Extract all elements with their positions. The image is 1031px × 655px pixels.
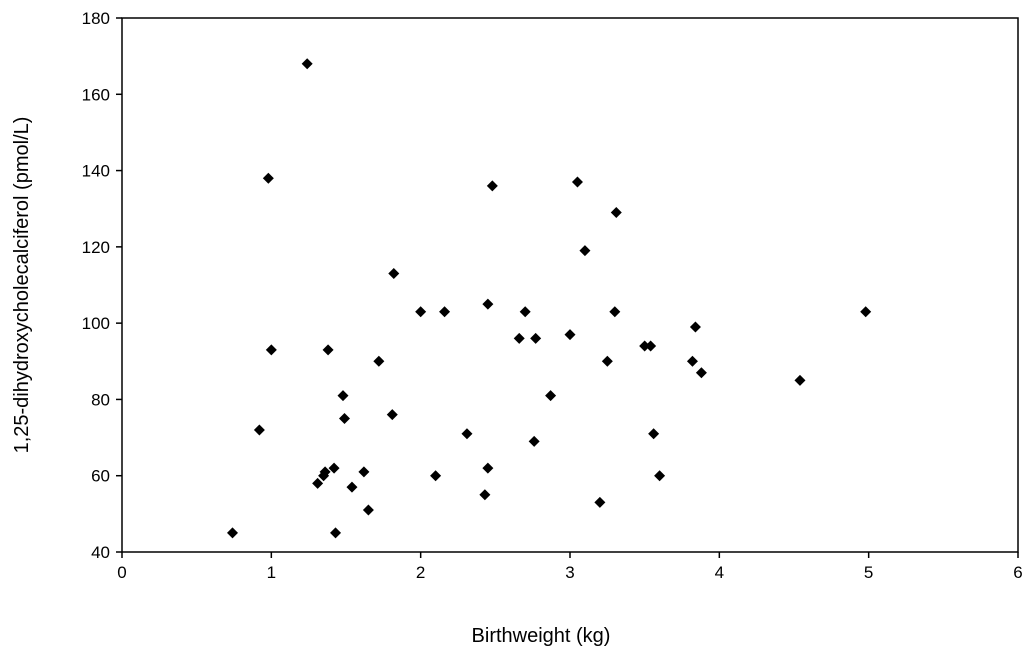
plot-frame <box>121 17 1019 553</box>
data-point <box>579 245 591 257</box>
plot-border <box>121 17 1019 553</box>
data-point <box>358 466 370 478</box>
data-point <box>648 428 660 440</box>
y-tick-label: 180 <box>82 9 110 28</box>
x-axis: 0 1 2 3 4 5 6 <box>117 552 1023 582</box>
data-point <box>860 306 872 318</box>
x-tick-label: 0 <box>117 563 126 582</box>
data-point <box>686 355 698 367</box>
data-point <box>609 306 621 318</box>
data-point <box>373 355 385 367</box>
data-point <box>346 481 358 493</box>
data-point <box>362 504 374 516</box>
data-point <box>482 298 494 310</box>
data-point <box>386 409 398 421</box>
data-point <box>319 466 331 478</box>
data-point <box>639 340 651 352</box>
y-tick-label: 160 <box>82 85 110 104</box>
data-point <box>301 58 313 70</box>
data-point <box>528 435 540 447</box>
data-point <box>430 470 442 482</box>
data-point <box>689 321 701 333</box>
x-tick-label: 1 <box>267 563 276 582</box>
data-point <box>328 462 340 474</box>
data-point <box>482 462 494 474</box>
data-point <box>513 332 525 344</box>
data-point <box>262 172 274 184</box>
data-point <box>337 390 349 402</box>
data-point <box>519 306 531 318</box>
x-tick-label: 3 <box>565 563 574 582</box>
data-point <box>594 496 606 508</box>
y-tick-label: 80 <box>91 390 110 409</box>
y-tick-label: 140 <box>82 162 110 181</box>
data-point <box>654 470 666 482</box>
x-axis-title: Birthweight (kg) <box>472 625 611 647</box>
x-tick-label: 5 <box>864 563 873 582</box>
y-tick-label: 120 <box>82 238 110 257</box>
data-point <box>415 306 427 318</box>
data-point <box>322 344 334 356</box>
x-tick-label: 4 <box>715 563 724 582</box>
y-axis-title: 1,25-dihydroxycholecalciferol (pmol/L) <box>11 117 33 454</box>
y-tick-label: 100 <box>82 314 110 333</box>
data-point <box>564 329 576 341</box>
x-tick-label: 6 <box>1013 563 1022 582</box>
data-point <box>265 344 277 356</box>
data-point <box>330 527 342 539</box>
data-point <box>227 527 239 539</box>
data-point <box>571 176 583 188</box>
data-point <box>545 390 557 402</box>
data-point <box>312 477 324 489</box>
data-point <box>479 489 491 501</box>
data-point <box>645 340 657 352</box>
data-point <box>601 355 613 367</box>
data-point <box>610 207 622 219</box>
data-point <box>461 428 473 440</box>
x-tick-label: 2 <box>416 563 425 582</box>
y-axis: 40 60 80 100 120 140 160 180 <box>82 9 122 562</box>
data-point <box>794 374 806 386</box>
data-point <box>339 413 351 424</box>
data-point <box>253 424 265 436</box>
data-points <box>227 58 872 539</box>
y-tick-label: 60 <box>91 467 110 486</box>
data-point <box>695 367 707 379</box>
data-point <box>486 180 498 192</box>
data-point <box>530 332 542 344</box>
data-point <box>388 268 400 280</box>
y-tick-label: 40 <box>91 543 110 562</box>
data-point <box>439 306 451 318</box>
